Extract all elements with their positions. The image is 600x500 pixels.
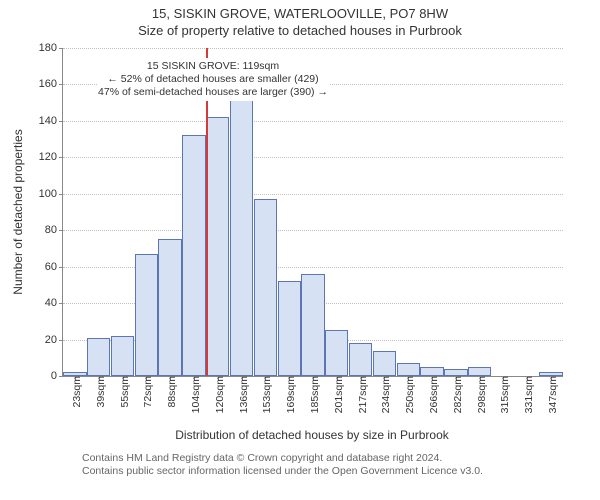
bar	[111, 336, 134, 376]
x-tick-label: 39sqm	[91, 376, 107, 408]
bar	[254, 199, 277, 376]
y-tick-label: 120	[39, 151, 63, 163]
x-tick-label: 250sqm	[400, 376, 416, 413]
bar	[135, 254, 158, 376]
y-tick-label: 140	[39, 115, 63, 127]
chart-container: { "title_line1": "15, SISKIN GROVE, WATE…	[0, 0, 600, 500]
x-tick-label: 72sqm	[138, 376, 154, 408]
gridline	[63, 121, 563, 122]
annotation-line-2: ← 52% of detached houses are smaller (42…	[98, 73, 328, 86]
y-tick-label: 180	[39, 42, 63, 54]
x-tick-label: 347sqm	[543, 376, 559, 413]
y-tick-label: 40	[45, 297, 63, 309]
gridline	[63, 230, 563, 231]
x-tick-label: 282sqm	[448, 376, 464, 413]
gridline	[63, 157, 563, 158]
bar	[206, 117, 229, 376]
footer-line-2: Contains public sector information licen…	[82, 465, 483, 478]
x-tick-label: 120sqm	[210, 376, 226, 413]
y-tick-label: 80	[45, 224, 63, 236]
x-tick-label: 88sqm	[162, 376, 178, 408]
x-tick-label: 234sqm	[376, 376, 392, 413]
x-tick-label: 298sqm	[472, 376, 488, 413]
bar	[87, 338, 110, 376]
bar	[420, 367, 443, 376]
x-tick-label: 201sqm	[329, 376, 345, 413]
y-tick-label: 0	[51, 370, 63, 382]
title-block: 15, SISKIN GROVE, WATERLOOVILLE, PO7 8HW…	[0, 0, 600, 40]
annotation-box: 15 SISKIN GROVE: 119sqm← 52% of detached…	[97, 58, 329, 101]
bar	[373, 351, 396, 377]
y-tick-label: 160	[39, 78, 63, 90]
title-line-2: Size of property relative to detached ho…	[0, 23, 600, 40]
annotation-line-1: 15 SISKIN GROVE: 119sqm	[98, 60, 328, 73]
x-tick-label: 331sqm	[519, 376, 535, 413]
bar	[325, 330, 348, 376]
x-tick-label: 185sqm	[305, 376, 321, 413]
bar	[349, 343, 372, 376]
bar	[158, 239, 181, 376]
footer-line-1: Contains HM Land Registry data © Crown c…	[82, 452, 483, 465]
y-tick-label: 60	[45, 261, 63, 273]
y-tick-label: 20	[45, 334, 63, 346]
bar	[301, 274, 324, 376]
plot-area: 02040608010012014016018023sqm39sqm55sqm7…	[62, 48, 563, 377]
x-tick-label: 315sqm	[495, 376, 511, 413]
bar	[230, 92, 253, 376]
x-axis-label: Distribution of detached houses by size …	[175, 428, 449, 442]
y-axis-label: Number of detached properties	[11, 129, 25, 294]
bar	[468, 367, 491, 376]
x-tick-label: 153sqm	[257, 376, 273, 413]
x-tick-label: 136sqm	[234, 376, 250, 413]
footer-note: Contains HM Land Registry data © Crown c…	[82, 452, 483, 478]
bar	[444, 369, 467, 376]
gridline	[63, 48, 563, 49]
x-tick-label: 23sqm	[67, 376, 83, 408]
x-tick-label: 169sqm	[281, 376, 297, 413]
y-tick-label: 100	[39, 188, 63, 200]
bar	[397, 363, 420, 376]
x-tick-label: 55sqm	[115, 376, 131, 408]
x-tick-label: 266sqm	[424, 376, 440, 413]
bar	[278, 281, 301, 376]
title-line-1: 15, SISKIN GROVE, WATERLOOVILLE, PO7 8HW	[0, 6, 600, 23]
annotation-line-3: 47% of semi-detached houses are larger (…	[98, 86, 328, 99]
gridline	[63, 194, 563, 195]
x-tick-label: 217sqm	[353, 376, 369, 413]
x-tick-label: 104sqm	[186, 376, 202, 413]
bar	[182, 135, 205, 376]
